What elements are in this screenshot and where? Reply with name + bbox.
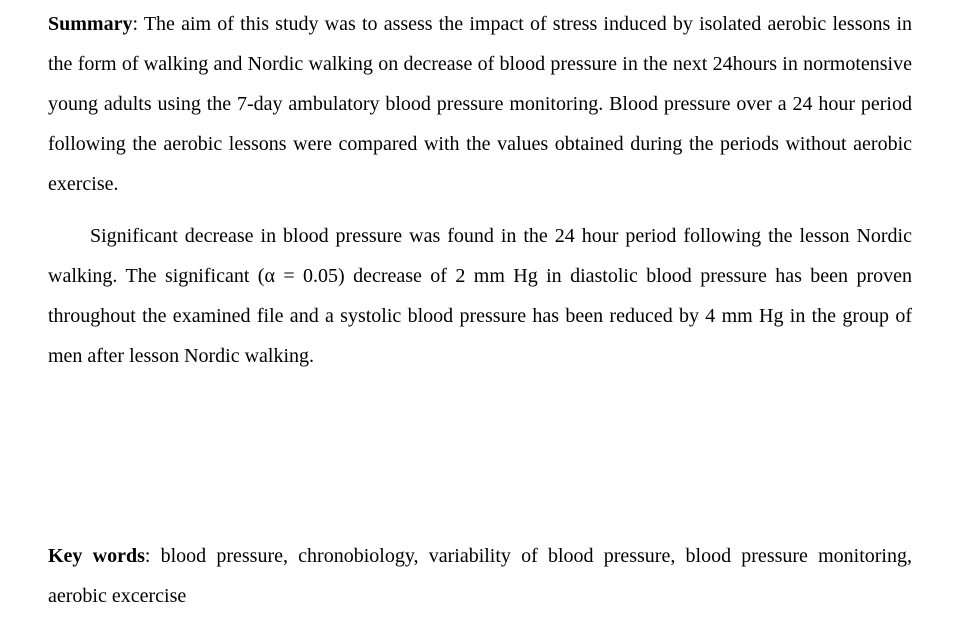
summary-text-1: : The aim of this study was to assess th… [48, 13, 912, 195]
summary-paragraph-2: Significant decrease in blood pressure w… [48, 216, 912, 376]
keywords-text: : blood pressure, chronobiology, variabi… [48, 545, 912, 607]
summary-paragraph-1: Summary: The aim of this study was to as… [48, 4, 912, 204]
summary-label: Summary [48, 13, 132, 35]
document-page: Summary: The aim of this study was to as… [0, 0, 960, 636]
keywords-label: Key words [48, 545, 145, 567]
keywords-paragraph: Key words: blood pressure, chronobiology… [48, 536, 912, 616]
